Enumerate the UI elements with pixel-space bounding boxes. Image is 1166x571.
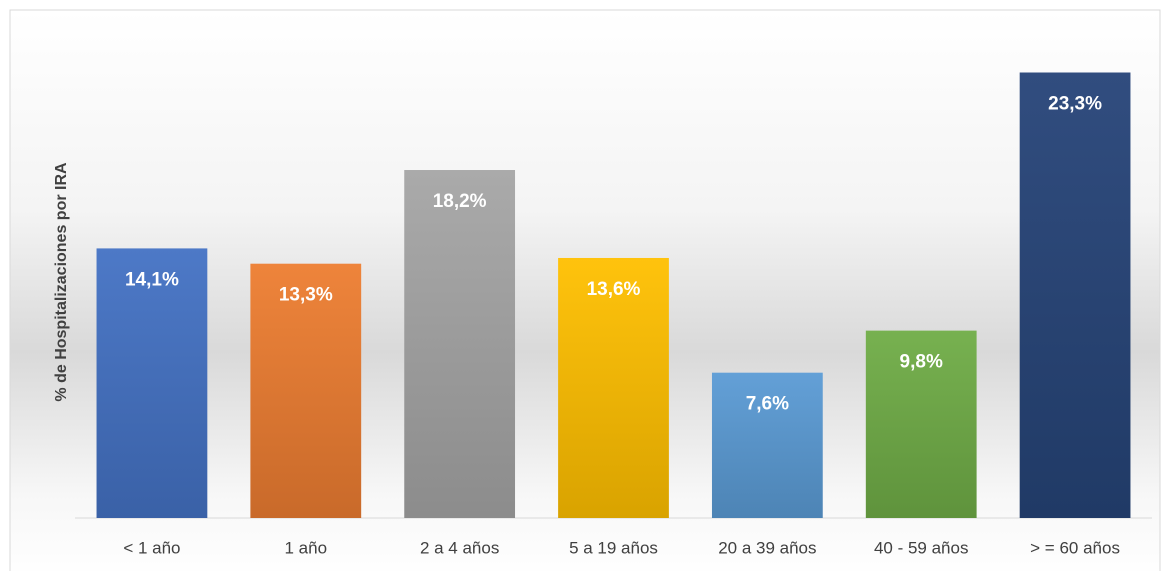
- x-tick-label: 2 a 4 años: [420, 538, 499, 557]
- x-tick-label: 20 a 39 años: [718, 538, 816, 557]
- value-label: 23,3%: [1048, 94, 1102, 115]
- bar: [1020, 73, 1131, 518]
- value-label: 7,6%: [746, 394, 789, 415]
- bar: [404, 170, 515, 518]
- value-label: 13,3%: [279, 285, 333, 306]
- value-label: 14,1%: [125, 269, 179, 290]
- x-tick-label: 5 a 19 años: [569, 538, 658, 557]
- value-label: 9,8%: [900, 352, 943, 373]
- x-tick-label: > = 60 años: [1030, 538, 1120, 557]
- x-tick-label: < 1 año: [123, 538, 180, 557]
- y-axis-label: % de Hospitalizaciones por IRA: [53, 162, 70, 402]
- value-label: 18,2%: [433, 191, 487, 212]
- x-tick-label: 40 - 59 años: [874, 538, 969, 557]
- x-tick-label: 1 año: [285, 538, 328, 557]
- value-label: 13,6%: [587, 279, 641, 300]
